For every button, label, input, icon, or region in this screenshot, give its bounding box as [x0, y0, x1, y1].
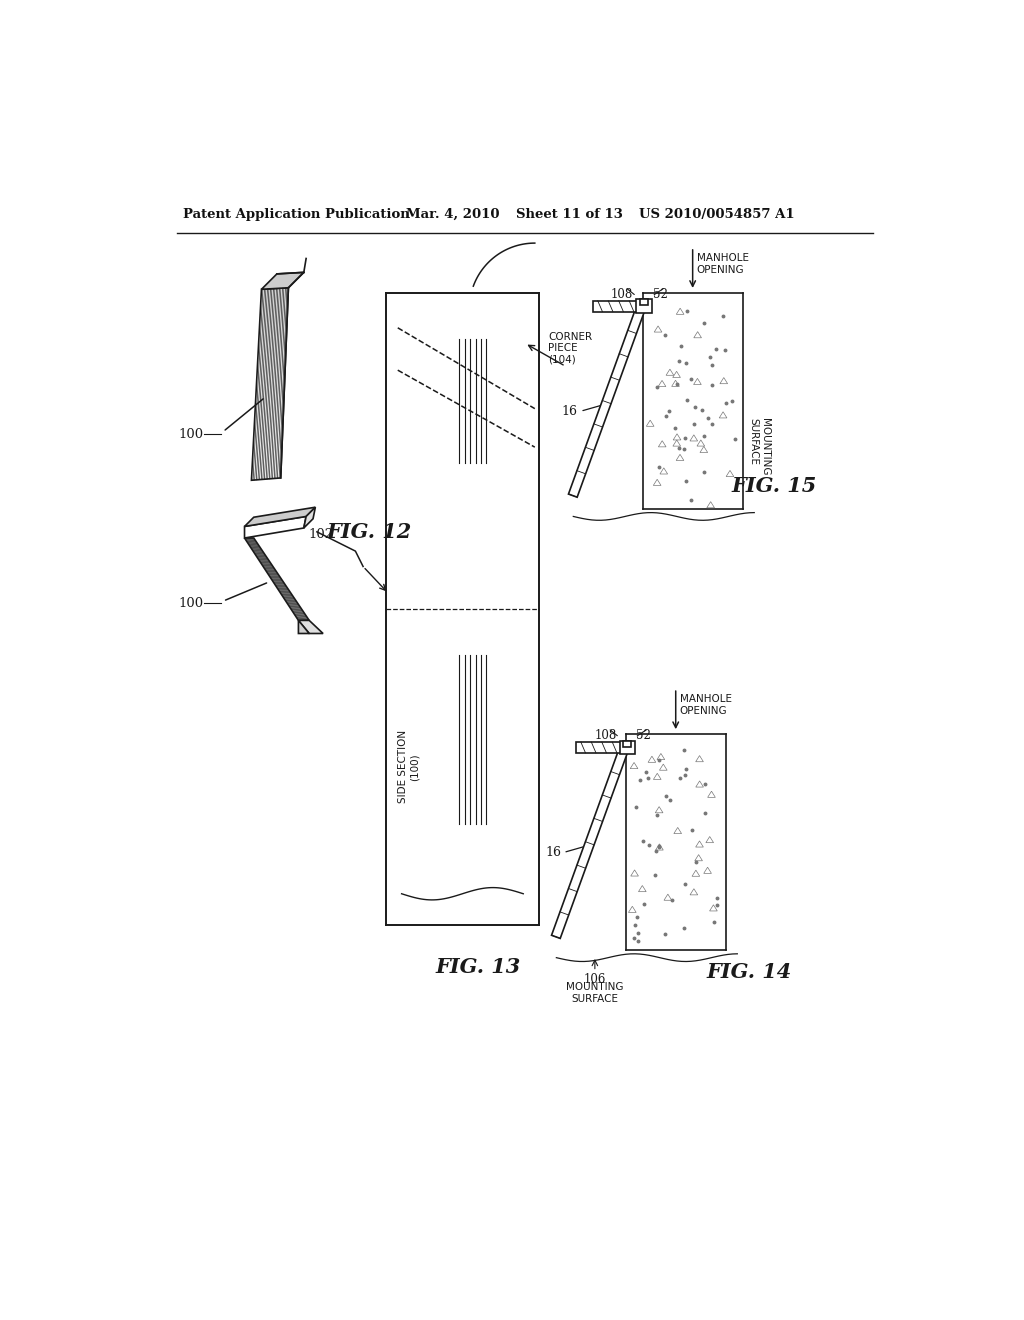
Bar — [640, 300, 648, 305]
Text: FIG. 13: FIG. 13 — [435, 957, 520, 977]
Polygon shape — [252, 288, 289, 480]
Text: 16: 16 — [545, 846, 561, 859]
Polygon shape — [575, 742, 628, 752]
Text: MOUNTING
SURFACE: MOUNTING SURFACE — [566, 982, 624, 1005]
Text: 100: 100 — [178, 428, 204, 441]
Text: US 2010/0054857 A1: US 2010/0054857 A1 — [639, 209, 795, 222]
Text: 52: 52 — [653, 288, 669, 301]
Polygon shape — [568, 308, 645, 498]
Polygon shape — [261, 272, 304, 289]
Bar — [637, 300, 652, 313]
Polygon shape — [298, 620, 309, 634]
Text: MANHOLE
OPENING: MANHOLE OPENING — [680, 694, 731, 715]
Text: 52: 52 — [637, 730, 651, 742]
Text: 106: 106 — [584, 973, 606, 986]
Text: Mar. 4, 2010: Mar. 4, 2010 — [407, 209, 500, 222]
Polygon shape — [593, 301, 645, 312]
Text: Sheet 11 of 13: Sheet 11 of 13 — [515, 209, 623, 222]
Bar — [620, 741, 635, 755]
Text: MANHOLE
OPENING: MANHOLE OPENING — [696, 253, 749, 275]
Text: FIG. 12: FIG. 12 — [327, 521, 412, 541]
Text: FIG. 14: FIG. 14 — [707, 961, 792, 982]
Text: SIDE SECTION
(100): SIDE SECTION (100) — [398, 730, 420, 804]
Text: CORNER
PIECE
(104): CORNER PIECE (104) — [548, 331, 592, 364]
Polygon shape — [304, 507, 315, 528]
Polygon shape — [552, 748, 628, 939]
Text: Patent Application Publication: Patent Application Publication — [183, 209, 410, 222]
Polygon shape — [298, 620, 323, 634]
Bar — [624, 741, 631, 747]
Text: 102: 102 — [308, 528, 334, 541]
Text: 108: 108 — [594, 730, 616, 742]
Polygon shape — [245, 516, 306, 539]
Text: 16: 16 — [562, 405, 578, 418]
Text: 108: 108 — [611, 288, 634, 301]
Polygon shape — [245, 507, 315, 527]
Text: FIG. 15: FIG. 15 — [731, 475, 816, 495]
Polygon shape — [245, 539, 309, 620]
Text: 100: 100 — [178, 597, 204, 610]
Text: MOUNTING
SURFACE: MOUNTING SURFACE — [749, 418, 770, 477]
